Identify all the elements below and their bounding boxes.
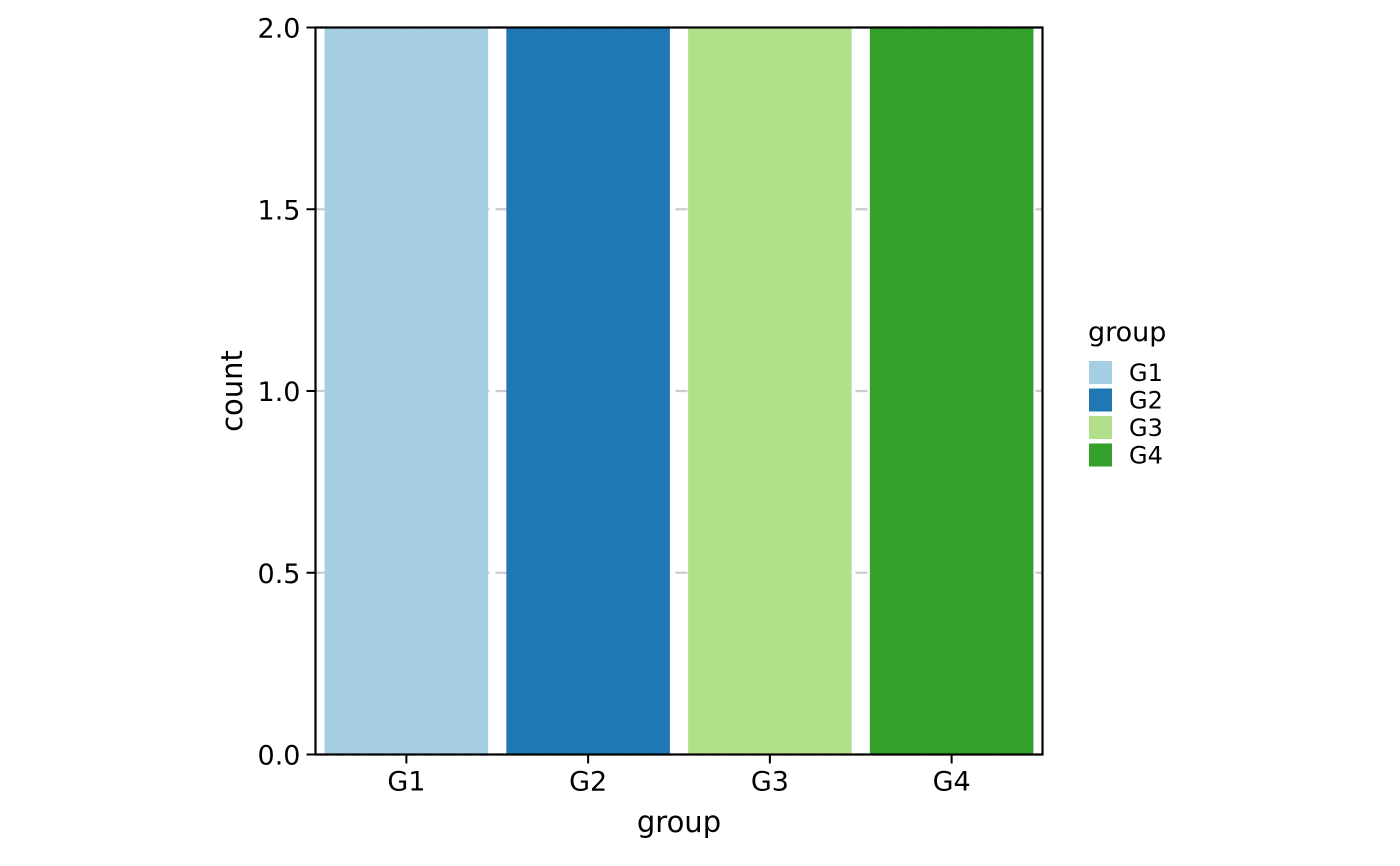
x-tick-label: G3 [751,767,789,798]
x-tick-label: G4 [933,767,971,798]
legend-swatch-g3 [1089,416,1112,439]
y-tick-label: 2.0 [258,14,301,45]
y-axis-title: count [215,350,249,432]
legend-label: G3 [1129,414,1163,442]
legend-swatch-g2 [1089,388,1112,412]
y-tick-label: 0.0 [258,741,301,772]
y-tick-label: 0.5 [258,559,301,590]
y-tick-label: 1.0 [258,377,301,408]
bar-g4 [869,27,1034,755]
legend-label: G1 [1129,359,1163,387]
x-tick-label: G2 [569,767,607,798]
bar-g3 [688,27,852,755]
x-tick-label: G1 [387,767,425,798]
legend-swatch-g4 [1089,443,1112,467]
legend-label: G2 [1129,387,1163,415]
x-axis-title: group [637,805,721,839]
x-axis: G1 G2 G3 G4 [387,754,971,798]
bar-g2 [506,27,670,755]
legend-swatch-g1 [1089,361,1112,384]
legend-title: group [1088,317,1166,348]
y-axis: 0.0 0.5 1.0 1.5 2.0 [258,14,316,772]
bars [324,27,1034,755]
y-tick-label: 1.5 [258,195,301,226]
bar-g1 [324,27,489,755]
legend-label: G4 [1129,442,1163,470]
